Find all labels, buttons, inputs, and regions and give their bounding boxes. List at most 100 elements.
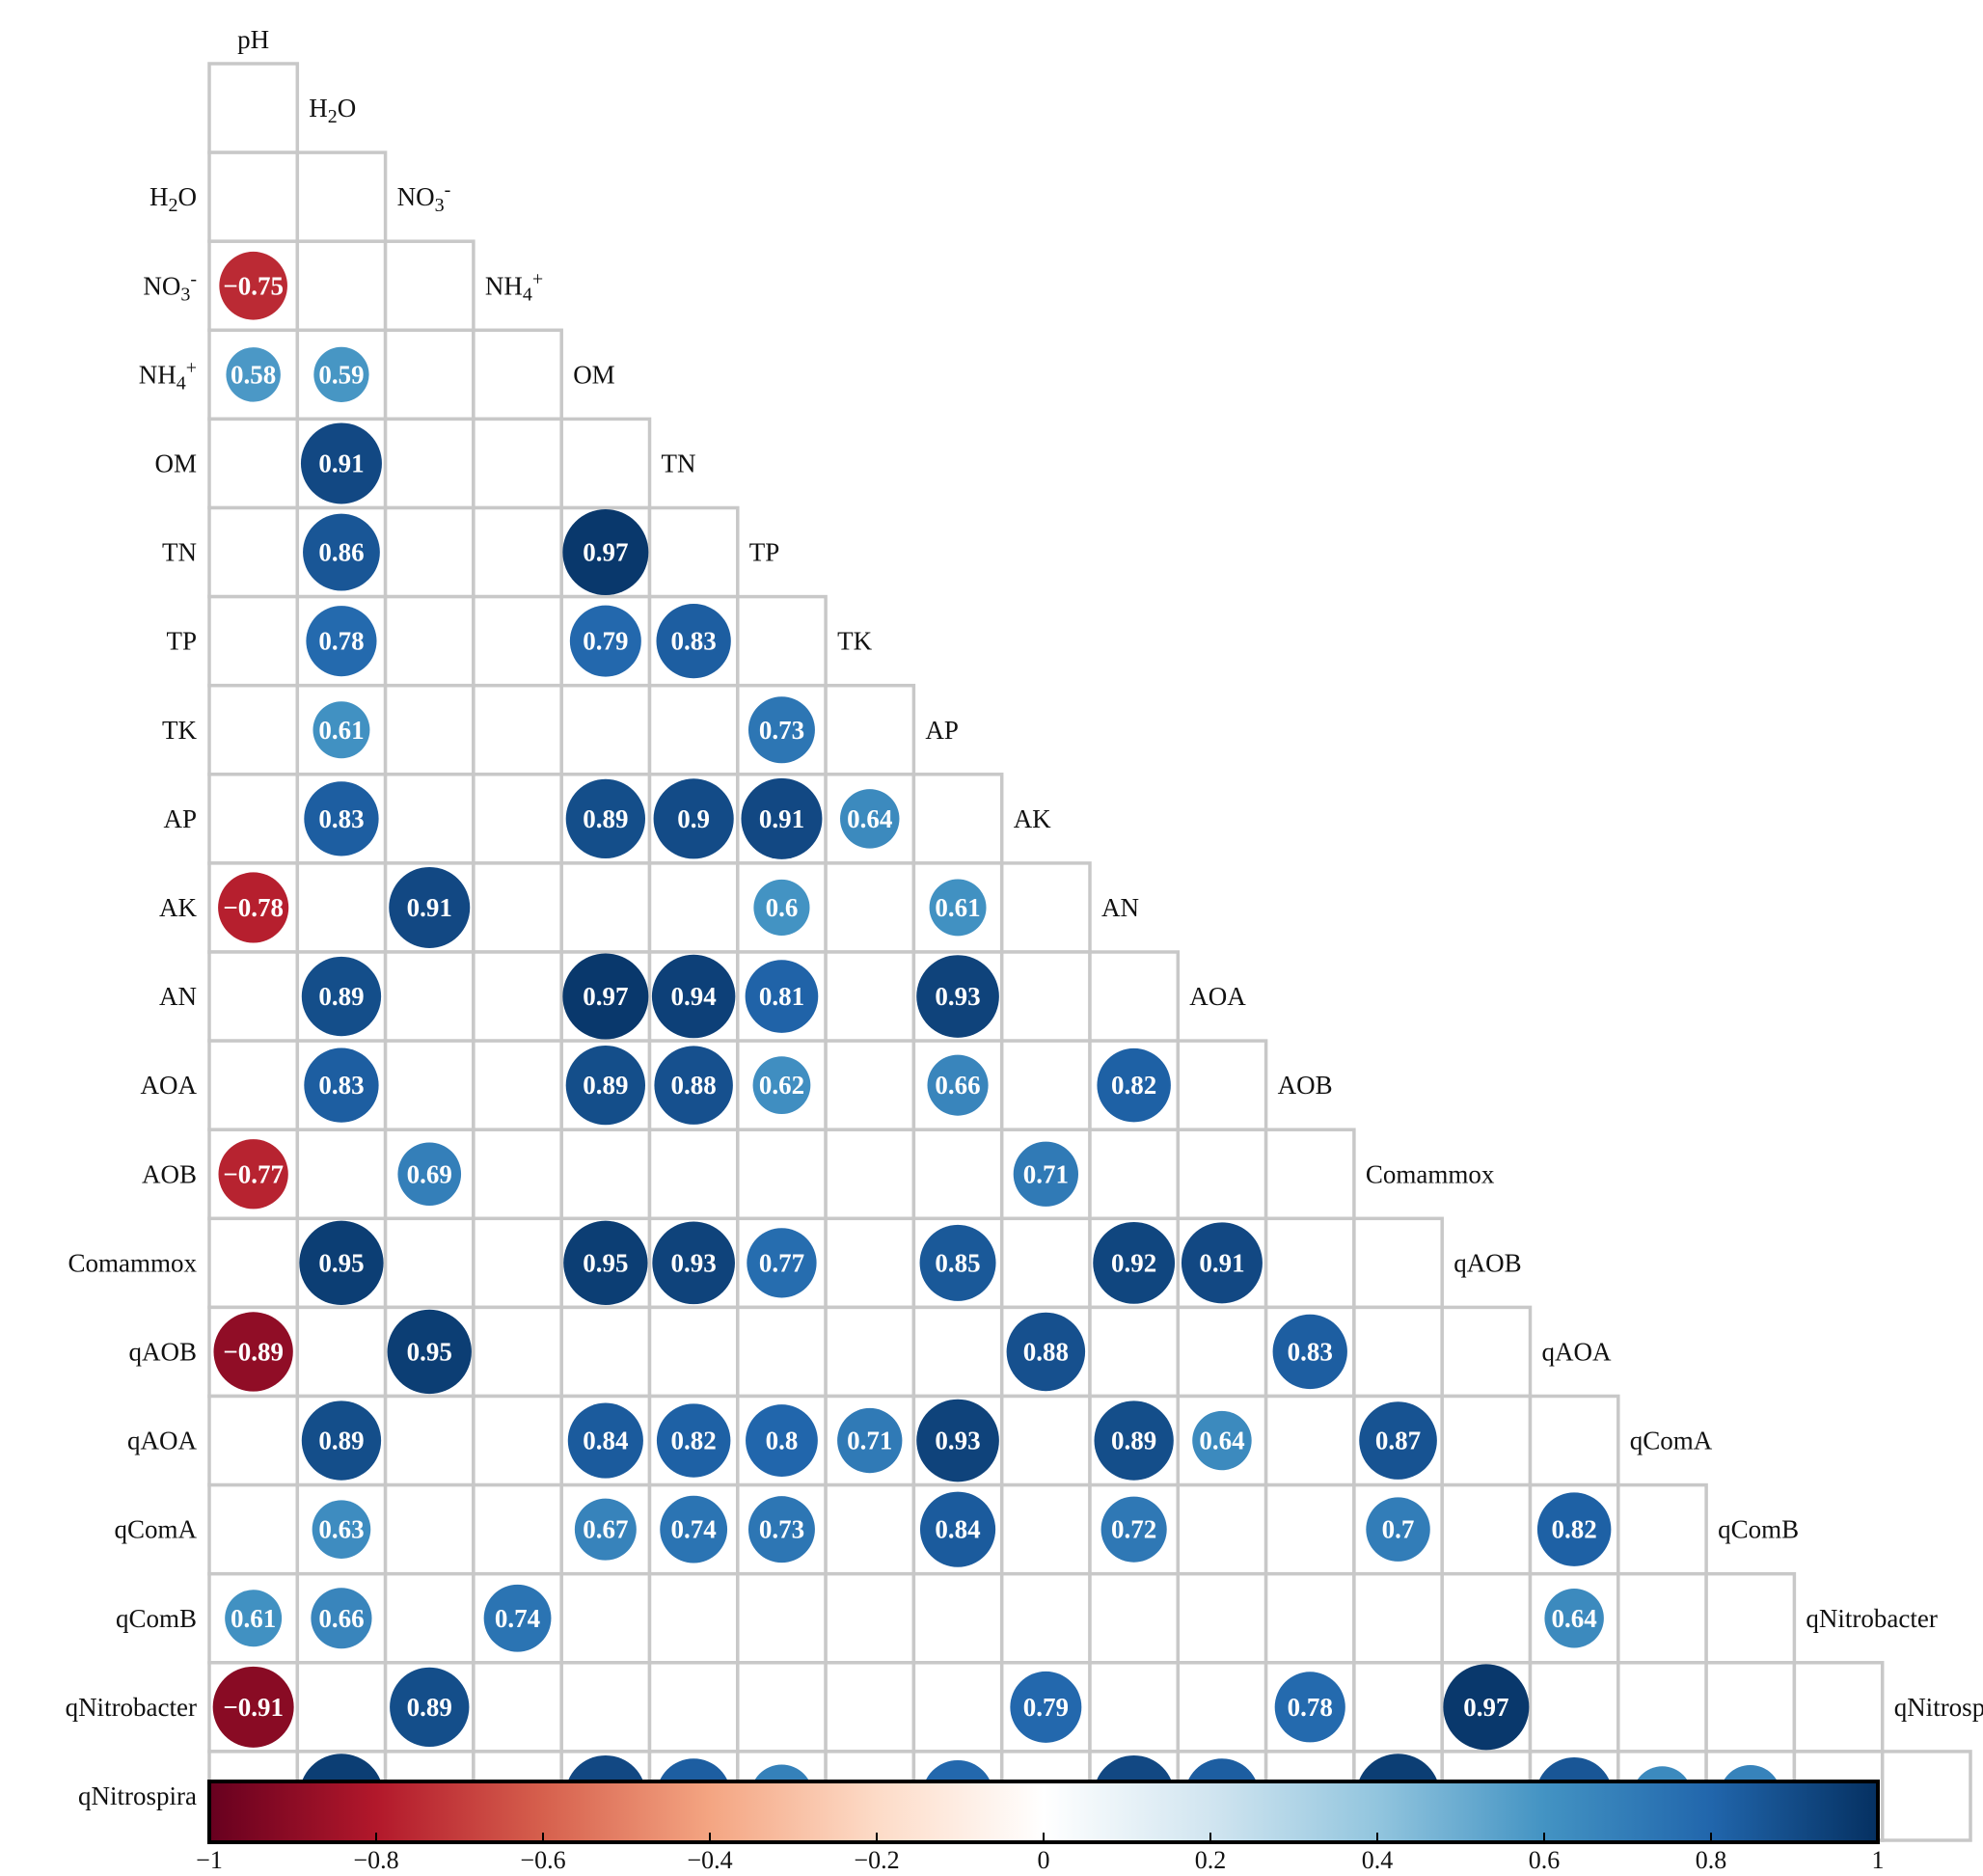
grid-cell — [1176, 1305, 1268, 1399]
correlation-cell: 0.95 — [387, 1309, 472, 1395]
correlation-cell: 0.79 — [569, 605, 641, 677]
correlation-cell: 0.88 — [1006, 1312, 1086, 1392]
row-label: NH4+ — [139, 357, 197, 394]
correlation-cell: 0.89 — [1094, 1400, 1174, 1481]
correlation-cell: 0.71 — [837, 1407, 903, 1474]
grid-cell — [647, 1128, 740, 1221]
correlation-cell: 0.89 — [565, 778, 646, 859]
correlation-cell: 0.64 — [1192, 1410, 1252, 1471]
correlation-circle — [225, 1590, 283, 1647]
correlation-cell: 0.83 — [304, 1047, 379, 1123]
correlation-circle — [303, 513, 380, 591]
grid-cell — [647, 1571, 740, 1665]
correlation-circle — [483, 1584, 552, 1652]
correlation-circle — [746, 1404, 818, 1477]
correlation-circle — [747, 1228, 817, 1298]
grid-cell — [824, 1661, 916, 1754]
correlation-value: 0.91 — [759, 804, 804, 833]
diagonal-label: H2O — [309, 94, 356, 127]
grid-cell — [383, 1571, 475, 1665]
correlation-circle — [660, 1495, 728, 1563]
correlation-value: 0.97 — [583, 538, 628, 567]
grid-cell — [207, 505, 300, 599]
grid-cell — [1440, 1571, 1533, 1665]
correlation-circle — [929, 879, 987, 937]
correlation-circle — [1097, 1047, 1171, 1123]
correlation-value: 0.77 — [759, 1248, 804, 1277]
grid-cell — [1704, 1571, 1797, 1665]
grid-cell — [911, 1661, 1004, 1754]
correlation-cell: 0.72 — [1100, 1496, 1167, 1563]
correlation-value: 0.69 — [407, 1159, 452, 1188]
correlation-circle — [1274, 1672, 1345, 1743]
correlation-value: −0.78 — [223, 893, 284, 922]
diagonal-label: qNitrobacter — [1806, 1604, 1937, 1633]
grid-cell — [207, 950, 300, 1043]
correlation-circle — [397, 1142, 462, 1207]
grid-cell — [999, 1039, 1092, 1131]
grid-cell — [472, 1128, 563, 1221]
grid-cell — [1176, 1128, 1268, 1221]
correlation-cell: 0.82 — [1536, 1492, 1612, 1566]
correlation-circle — [226, 347, 281, 402]
correlation-circle — [387, 1309, 472, 1395]
correlation-circle — [313, 346, 369, 402]
correlation-cell: 0.8 — [746, 1404, 818, 1477]
grid-cell — [295, 1305, 388, 1399]
correlation-cell: 0.64 — [1544, 1589, 1604, 1648]
correlation-cell: 0.89 — [301, 956, 382, 1037]
colorbar-tick-label: −0.2 — [854, 1846, 899, 1874]
grid-cell — [1088, 1305, 1181, 1399]
correlation-circle — [654, 1046, 733, 1125]
grid-cell — [383, 505, 475, 599]
correlation-value: 0.84 — [583, 1427, 628, 1455]
grid-cell — [824, 1216, 916, 1310]
correlation-circle — [1006, 1312, 1086, 1392]
correlation-circle — [1443, 1664, 1530, 1751]
correlation-cell: 0.95 — [299, 1220, 384, 1306]
row-label: H2O — [149, 182, 197, 216]
grid-cell — [559, 1305, 652, 1399]
grid-cell — [472, 1661, 563, 1754]
correlation-circle — [1093, 1221, 1176, 1304]
correlation-cell: 0.74 — [660, 1495, 728, 1563]
correlation-circle — [1192, 1410, 1252, 1471]
correlation-value: 0.88 — [671, 1071, 717, 1100]
correlation-value: 0.78 — [318, 627, 364, 656]
grid-cell — [207, 1039, 300, 1131]
correlation-value: 0.95 — [583, 1248, 628, 1277]
correlation-cell: 0.59 — [313, 346, 369, 402]
grid-cell — [999, 1482, 1092, 1576]
grid-cell — [824, 950, 916, 1043]
grid-cell — [295, 861, 388, 954]
colorbar-tick-label: 0.6 — [1529, 1846, 1561, 1874]
row-label: AK — [159, 893, 197, 922]
correlation-cell: 0.78 — [1274, 1672, 1345, 1743]
correlation-circle — [304, 781, 379, 856]
correlation-value: 0.66 — [318, 1604, 364, 1633]
correlation-circle — [312, 701, 370, 759]
row-label: TK — [162, 716, 197, 745]
correlation-value: 0.91 — [407, 893, 452, 922]
correlation-circle — [747, 696, 815, 764]
grid-cell — [999, 1571, 1092, 1665]
correlation-circle — [311, 1588, 372, 1649]
row-label: qAOB — [128, 1337, 197, 1366]
correlation-cell: 0.86 — [303, 513, 380, 591]
correlation-circle — [574, 1498, 637, 1561]
correlation-cell: 0.91 — [389, 866, 471, 948]
row-label: NO3- — [143, 268, 197, 305]
grid-cell — [824, 1128, 916, 1221]
diagonal-label: OM — [573, 360, 615, 389]
grid-cell — [911, 1128, 1004, 1221]
grid-cell — [824, 683, 916, 776]
grid-cell — [472, 1482, 563, 1576]
grid-cell — [736, 594, 828, 688]
grid-cell — [1616, 1571, 1708, 1665]
grid-cell — [472, 950, 563, 1043]
correlation-circle — [656, 603, 731, 679]
grid-cell — [207, 594, 300, 688]
grid-cell — [295, 239, 388, 333]
correlation-value: 0.83 — [318, 1071, 364, 1100]
correlation-value: 0.72 — [1111, 1515, 1156, 1544]
